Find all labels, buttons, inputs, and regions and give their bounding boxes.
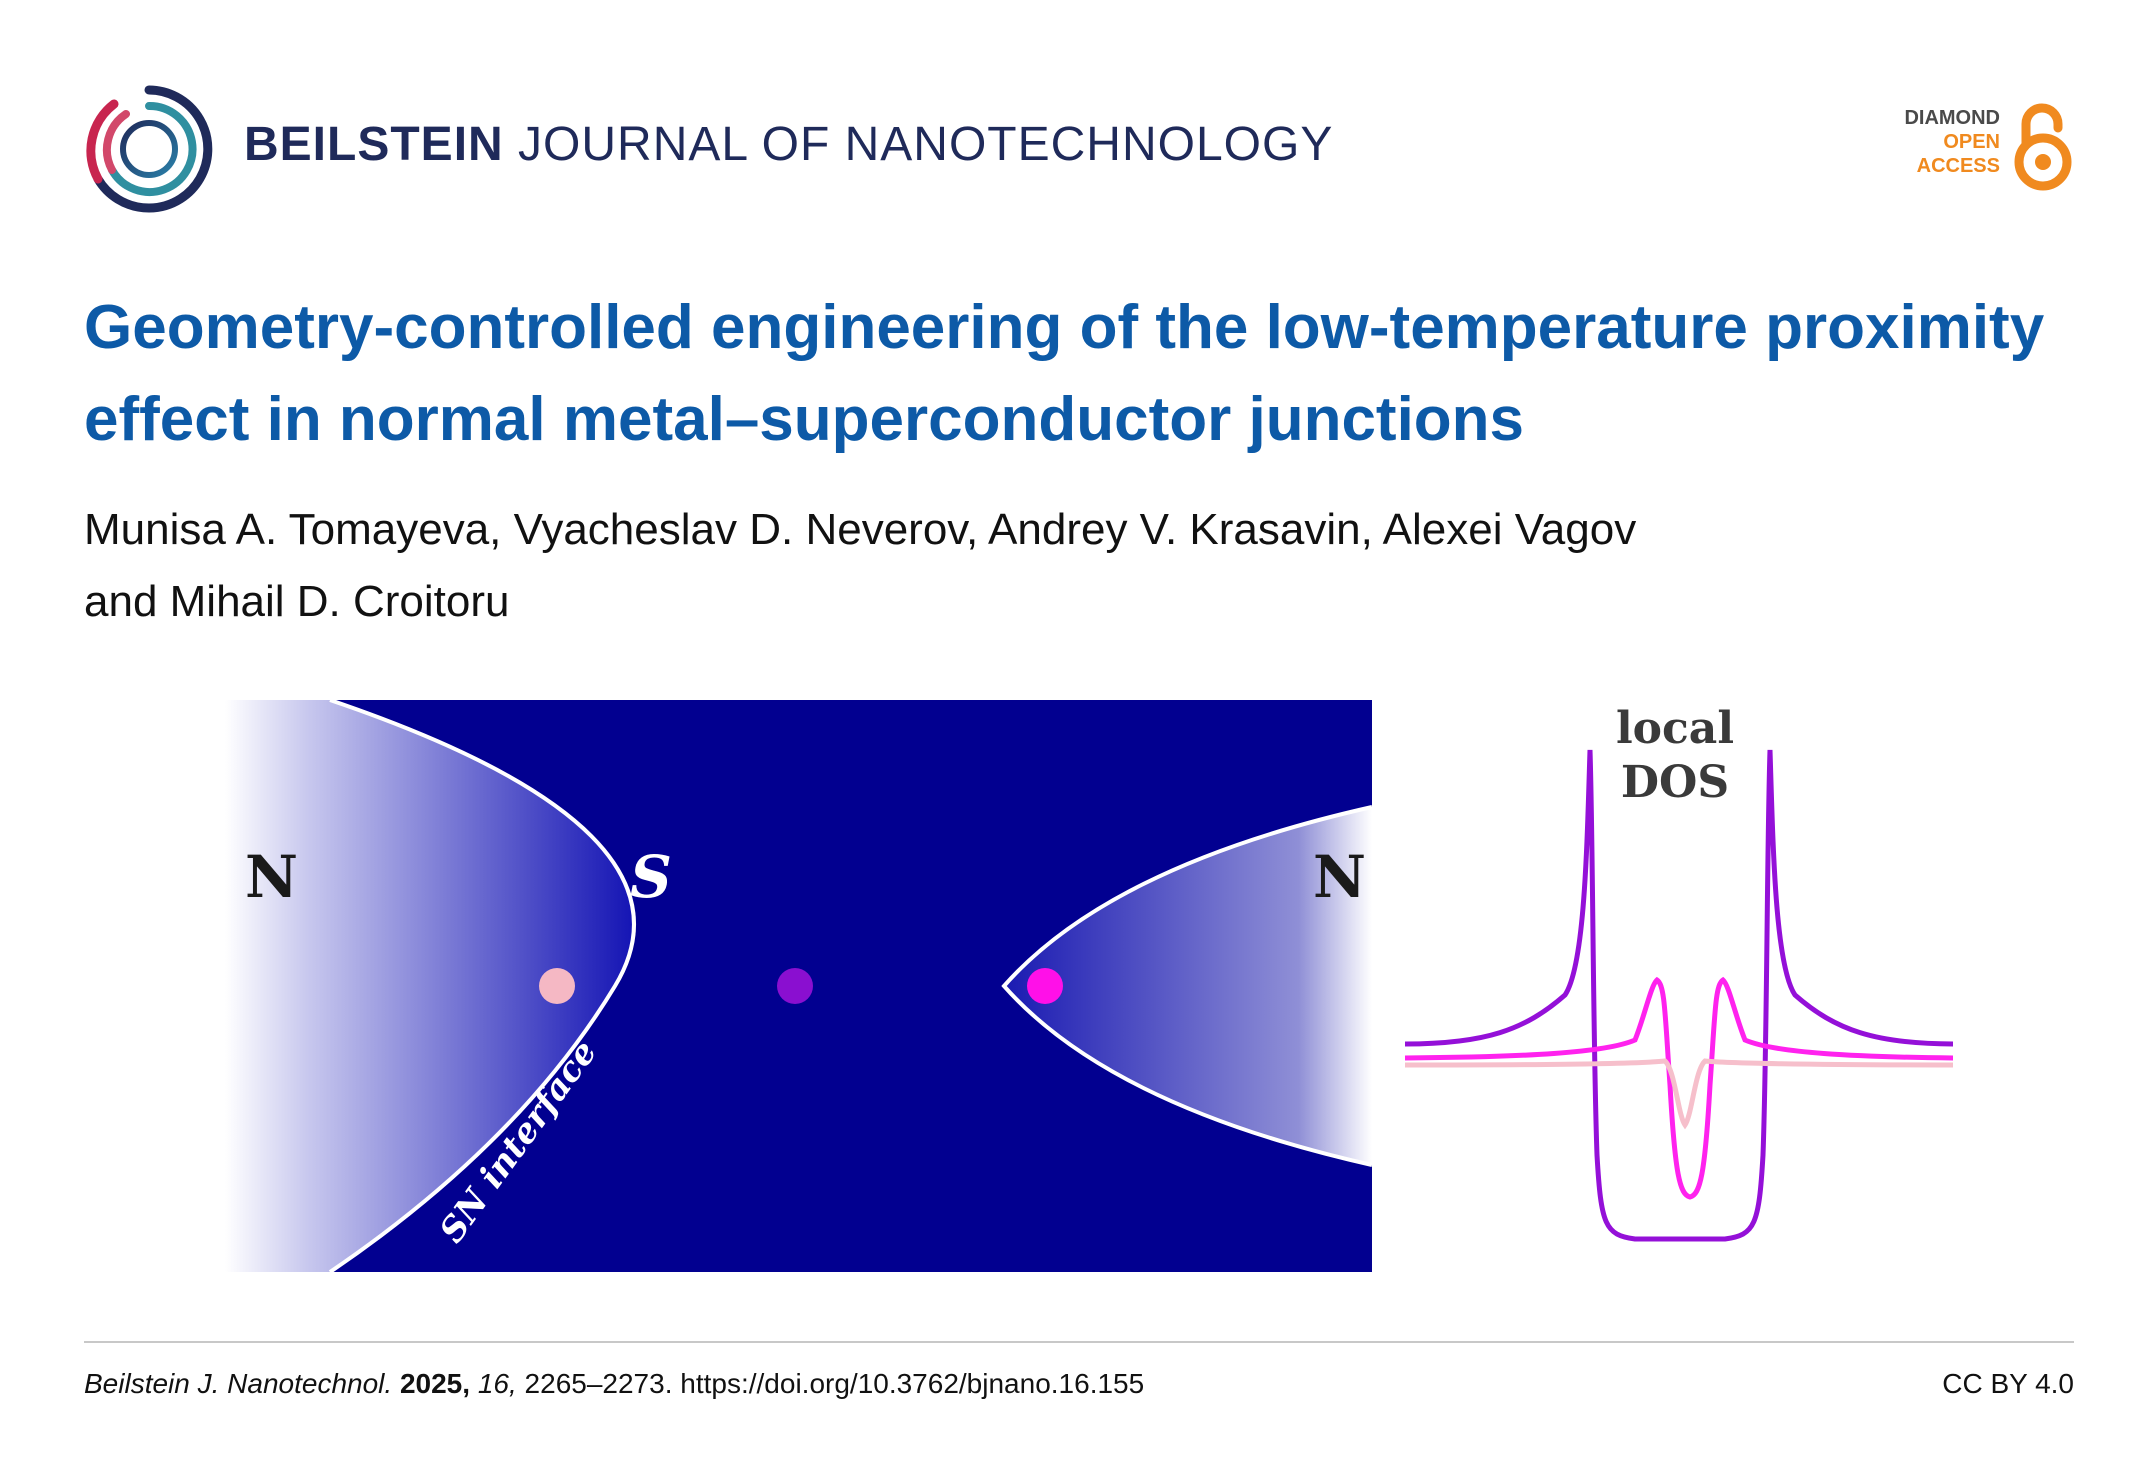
authors-line-2: and Mihail D. Croitoru bbox=[84, 577, 510, 626]
open-access-lock-icon bbox=[2014, 103, 2072, 191]
oa-open-text: OPEN bbox=[1943, 131, 2000, 153]
dot-center bbox=[777, 968, 813, 1004]
article-title: Geometry-controlled engineering of the l… bbox=[84, 293, 2045, 454]
journal-name: BEILSTEIN JOURNAL OF NANOTECHNOLOGY bbox=[244, 117, 1333, 172]
citation-volume: 16, bbox=[477, 1368, 517, 1399]
dot-near-right-interface bbox=[1027, 968, 1063, 1004]
left-sn-interface-line bbox=[328, 698, 636, 1274]
dos-label-local: local bbox=[1616, 703, 1734, 754]
journal-abbrev: Beilstein J. Nanotechnol. bbox=[84, 1368, 393, 1399]
article-authors: Munisa A. Tomayeva, Vyacheslav D. Nevero… bbox=[84, 494, 2074, 638]
journal-name-rest: JOURNAL OF NANOTECHNOLOGY bbox=[518, 118, 1334, 171]
authors-line-1: Munisa A. Tomayeva, Vyacheslav D. Nevero… bbox=[84, 505, 1637, 554]
citation-pages-doi[interactable]: 2265–2273. https://doi.org/10.3762/bjnan… bbox=[524, 1368, 1145, 1399]
graphical-abstract-svg: N S N SN interface local DOS bbox=[225, 698, 1953, 1274]
oa-access-text: ACCESS bbox=[1916, 155, 2000, 177]
right-sn-interface-line bbox=[1001, 805, 1373, 1167]
label-right-n: N bbox=[1313, 843, 1366, 911]
dos-curve-right-interface bbox=[1404, 976, 1953, 1200]
dos-curve-left-interface bbox=[1404, 1058, 1953, 1130]
beilstein-logo-icon bbox=[86, 85, 213, 213]
dos-label-dos: DOS bbox=[1621, 757, 1729, 808]
label-s: S bbox=[630, 843, 672, 911]
journal-header: BEILSTEIN JOURNAL OF NANOTECHNOLOGY DIAM… bbox=[84, 84, 2074, 213]
journal-name-bold: BEILSTEIN bbox=[244, 118, 504, 171]
dot-near-left-interface bbox=[539, 968, 575, 1004]
footer-divider bbox=[84, 1341, 2074, 1343]
license-text: CC BY 4.0 bbox=[1942, 1368, 2074, 1399]
left-normal-region bbox=[225, 700, 634, 1272]
right-normal-region bbox=[1004, 807, 1372, 1165]
label-left-n: N bbox=[245, 843, 298, 911]
graphical-abstract: N S N SN interface local DOS bbox=[225, 695, 1953, 1277]
dos-curve-center bbox=[1404, 749, 1953, 1242]
citation-year: 2025, bbox=[399, 1368, 471, 1399]
citation-line: Beilstein J. Nanotechnol. 2025, 16, 2265… bbox=[84, 1368, 1144, 1400]
oa-diamond-text: DIAMOND bbox=[1904, 107, 2000, 129]
diamond-open-access-badge: DIAMOND OPEN ACCESS bbox=[1884, 100, 2074, 200]
